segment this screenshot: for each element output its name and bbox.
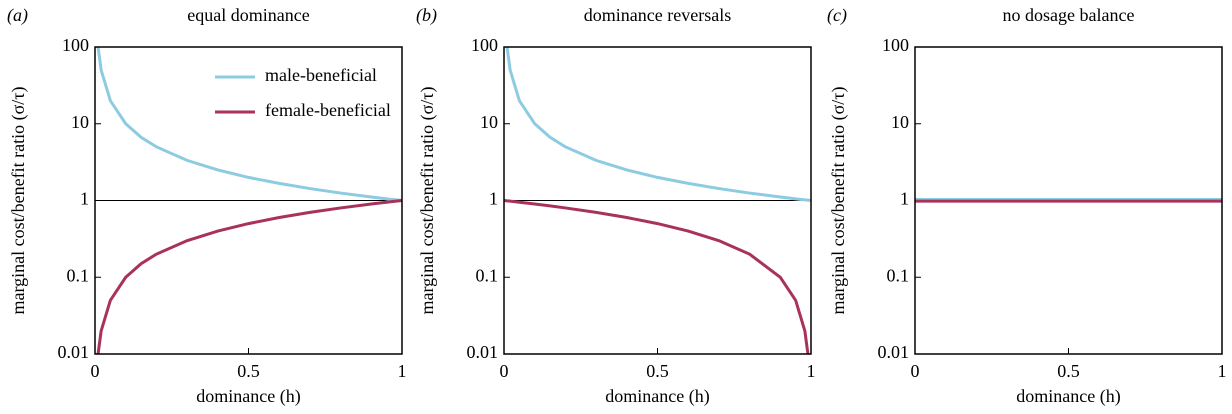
- legend-label: male-beneficial: [265, 65, 377, 85]
- line: [503, 199, 810, 355]
- y-tick-label: 0.1: [887, 265, 910, 285]
- x-tick-label: 0.5: [237, 361, 260, 381]
- y-tick-label: 1: [900, 189, 909, 209]
- legend-label: female-beneficial: [265, 100, 391, 120]
- x-tick-label: 1: [1218, 361, 1227, 381]
- x-tick-label: 0: [91, 361, 100, 381]
- y-tick-label: 10: [480, 112, 498, 132]
- y-tick-label: 0.1: [67, 265, 90, 285]
- x-tick-label: 0: [500, 361, 509, 381]
- chart-title: dominance reversals: [584, 5, 731, 25]
- panel-label: (b): [416, 5, 437, 26]
- y-tick-label: 100: [62, 35, 89, 55]
- y-tick-label: 100: [882, 35, 909, 55]
- y-tick-label: 100: [471, 35, 498, 55]
- y-tick-label: 1: [489, 189, 498, 209]
- x-tick-label: 0.5: [1057, 361, 1080, 381]
- y-tick-label: 0.01: [467, 342, 499, 362]
- plot-frame: [503, 46, 812, 355]
- line: [505, 46, 812, 202]
- panel-label: (c): [827, 5, 847, 26]
- line: [96, 46, 403, 202]
- y-tick-label: 1: [80, 189, 89, 209]
- y-tick-label: 0.01: [878, 342, 910, 362]
- panel-label: (a): [7, 5, 28, 26]
- plot-frame: [94, 46, 403, 355]
- x-axis-label: dominance (h): [1016, 386, 1120, 407]
- line: [96, 199, 403, 355]
- y-axis-label: marginal cost/benefit ratio (σ/τ): [8, 86, 29, 314]
- x-axis-label: dominance (h): [605, 386, 709, 407]
- chart-title: no dosage balance: [1003, 5, 1135, 25]
- y-tick-label: 0.01: [58, 342, 90, 362]
- x-tick-label: 0: [911, 361, 920, 381]
- x-tick-label: 1: [398, 361, 407, 381]
- y-axis-label: marginal cost/benefit ratio (σ/τ): [828, 86, 849, 314]
- y-tick-label: 10: [891, 112, 909, 132]
- plot-frame: [914, 46, 1223, 355]
- x-tick-label: 0.5: [646, 361, 669, 381]
- y-tick-label: 0.1: [476, 265, 499, 285]
- y-axis-label: marginal cost/benefit ratio (σ/τ): [417, 86, 438, 314]
- chart-title: equal dominance: [187, 5, 309, 25]
- x-axis-label: dominance (h): [196, 386, 300, 407]
- y-tick-label: 10: [71, 112, 89, 132]
- x-tick-label: 1: [807, 361, 816, 381]
